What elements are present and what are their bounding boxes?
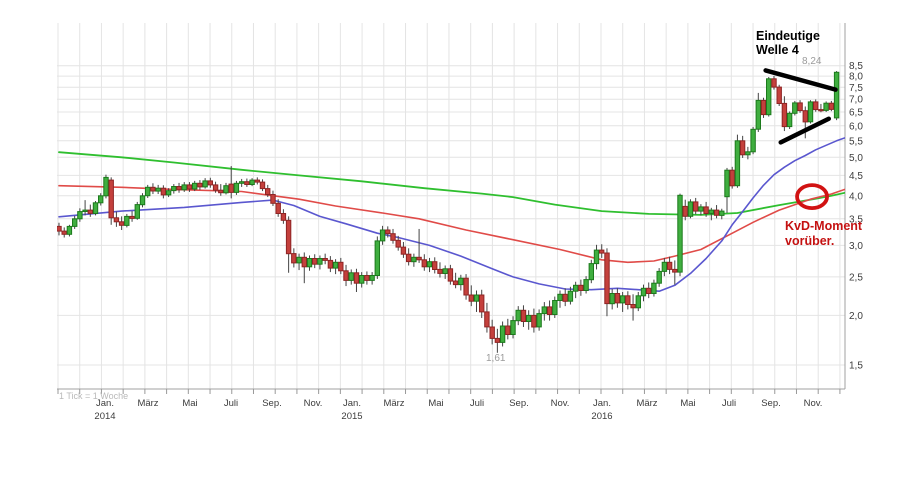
svg-text:Mai: Mai xyxy=(680,398,695,409)
high-price-label: 8,24 xyxy=(802,56,822,67)
x-axis-labels: Jan. 2014 März Mai Juli Sep. Nov. Jan. 2015 März M… xyxy=(94,398,822,422)
wedge-upper-trendline xyxy=(763,68,838,92)
svg-text:Juli: Juli xyxy=(224,398,238,409)
wave-annotation-line1: Eindeutige xyxy=(756,29,820,43)
svg-text:4,0: 4,0 xyxy=(849,191,863,202)
svg-text:5,5: 5,5 xyxy=(849,136,863,147)
svg-text:Jan.: Jan. xyxy=(343,398,361,409)
svg-text:Nov.: Nov. xyxy=(804,398,823,409)
wave-annotation-line2: Welle 4 xyxy=(756,43,799,57)
svg-text:Nov.: Nov. xyxy=(551,398,570,409)
y-axis-labels: 8,58,07,57,06,5 6,0 5,5 5,0 4,5 4,0 3,5 3,0 2,5 2… xyxy=(849,61,863,371)
svg-text:Sep.: Sep. xyxy=(262,398,282,409)
svg-text:3,5: 3,5 xyxy=(849,214,863,225)
svg-text:2,0: 2,0 xyxy=(849,311,863,322)
ma-blue-line xyxy=(58,136,845,292)
svg-text:Jan.: Jan. xyxy=(593,398,611,409)
candlestick-series xyxy=(57,71,840,353)
svg-text:8,5: 8,5 xyxy=(849,61,863,72)
svg-text:Mai: Mai xyxy=(182,398,197,409)
kvd-annotation-line2: vorüber. xyxy=(785,234,835,248)
svg-text:März: März xyxy=(636,398,657,409)
svg-text:2014: 2014 xyxy=(94,411,115,422)
tick-interval-footnote: 1 Tick = 1 Woche xyxy=(59,391,129,401)
low-price-label: 1,61 xyxy=(486,353,506,364)
svg-text:März: März xyxy=(383,398,404,409)
svg-text:Juli: Juli xyxy=(470,398,484,409)
svg-text:Jan.: Jan. xyxy=(96,398,114,409)
svg-text:5,0: 5,0 xyxy=(849,153,863,164)
wave-annotation: Eindeutige Welle 4 xyxy=(756,29,820,57)
svg-text:3,0: 3,0 xyxy=(849,241,863,252)
kvd-annotation: KvD-Moment vorüber. xyxy=(785,219,862,249)
svg-text:2,5: 2,5 xyxy=(849,272,863,283)
wedge-trendlines xyxy=(763,68,838,145)
ma-green-line xyxy=(58,151,845,216)
svg-text:6,0: 6,0 xyxy=(849,121,863,132)
kvd-annotation-line1: KvD-Moment xyxy=(785,219,863,233)
svg-text:6,5: 6,5 xyxy=(849,107,863,118)
svg-text:Sep.: Sep. xyxy=(761,398,781,409)
svg-text:Juli: Juli xyxy=(722,398,736,409)
svg-text:7,5: 7,5 xyxy=(849,83,863,94)
svg-text:Nov.: Nov. xyxy=(304,398,323,409)
kvd-circle xyxy=(795,183,829,211)
svg-text:März: März xyxy=(137,398,158,409)
svg-text:2016: 2016 xyxy=(591,411,612,422)
axis-frame xyxy=(57,23,846,394)
svg-text:1,5: 1,5 xyxy=(849,360,863,371)
svg-text:4,5: 4,5 xyxy=(849,171,863,182)
svg-text:7,0: 7,0 xyxy=(849,95,863,106)
kvd-circle-annotation xyxy=(795,183,829,211)
svg-text:Sep.: Sep. xyxy=(509,398,529,409)
svg-text:2015: 2015 xyxy=(341,411,362,422)
price-gridlines xyxy=(57,23,845,389)
wedge-lower-trendline xyxy=(778,116,832,145)
svg-text:Mai: Mai xyxy=(428,398,443,409)
svg-text:8,0: 8,0 xyxy=(849,72,863,83)
